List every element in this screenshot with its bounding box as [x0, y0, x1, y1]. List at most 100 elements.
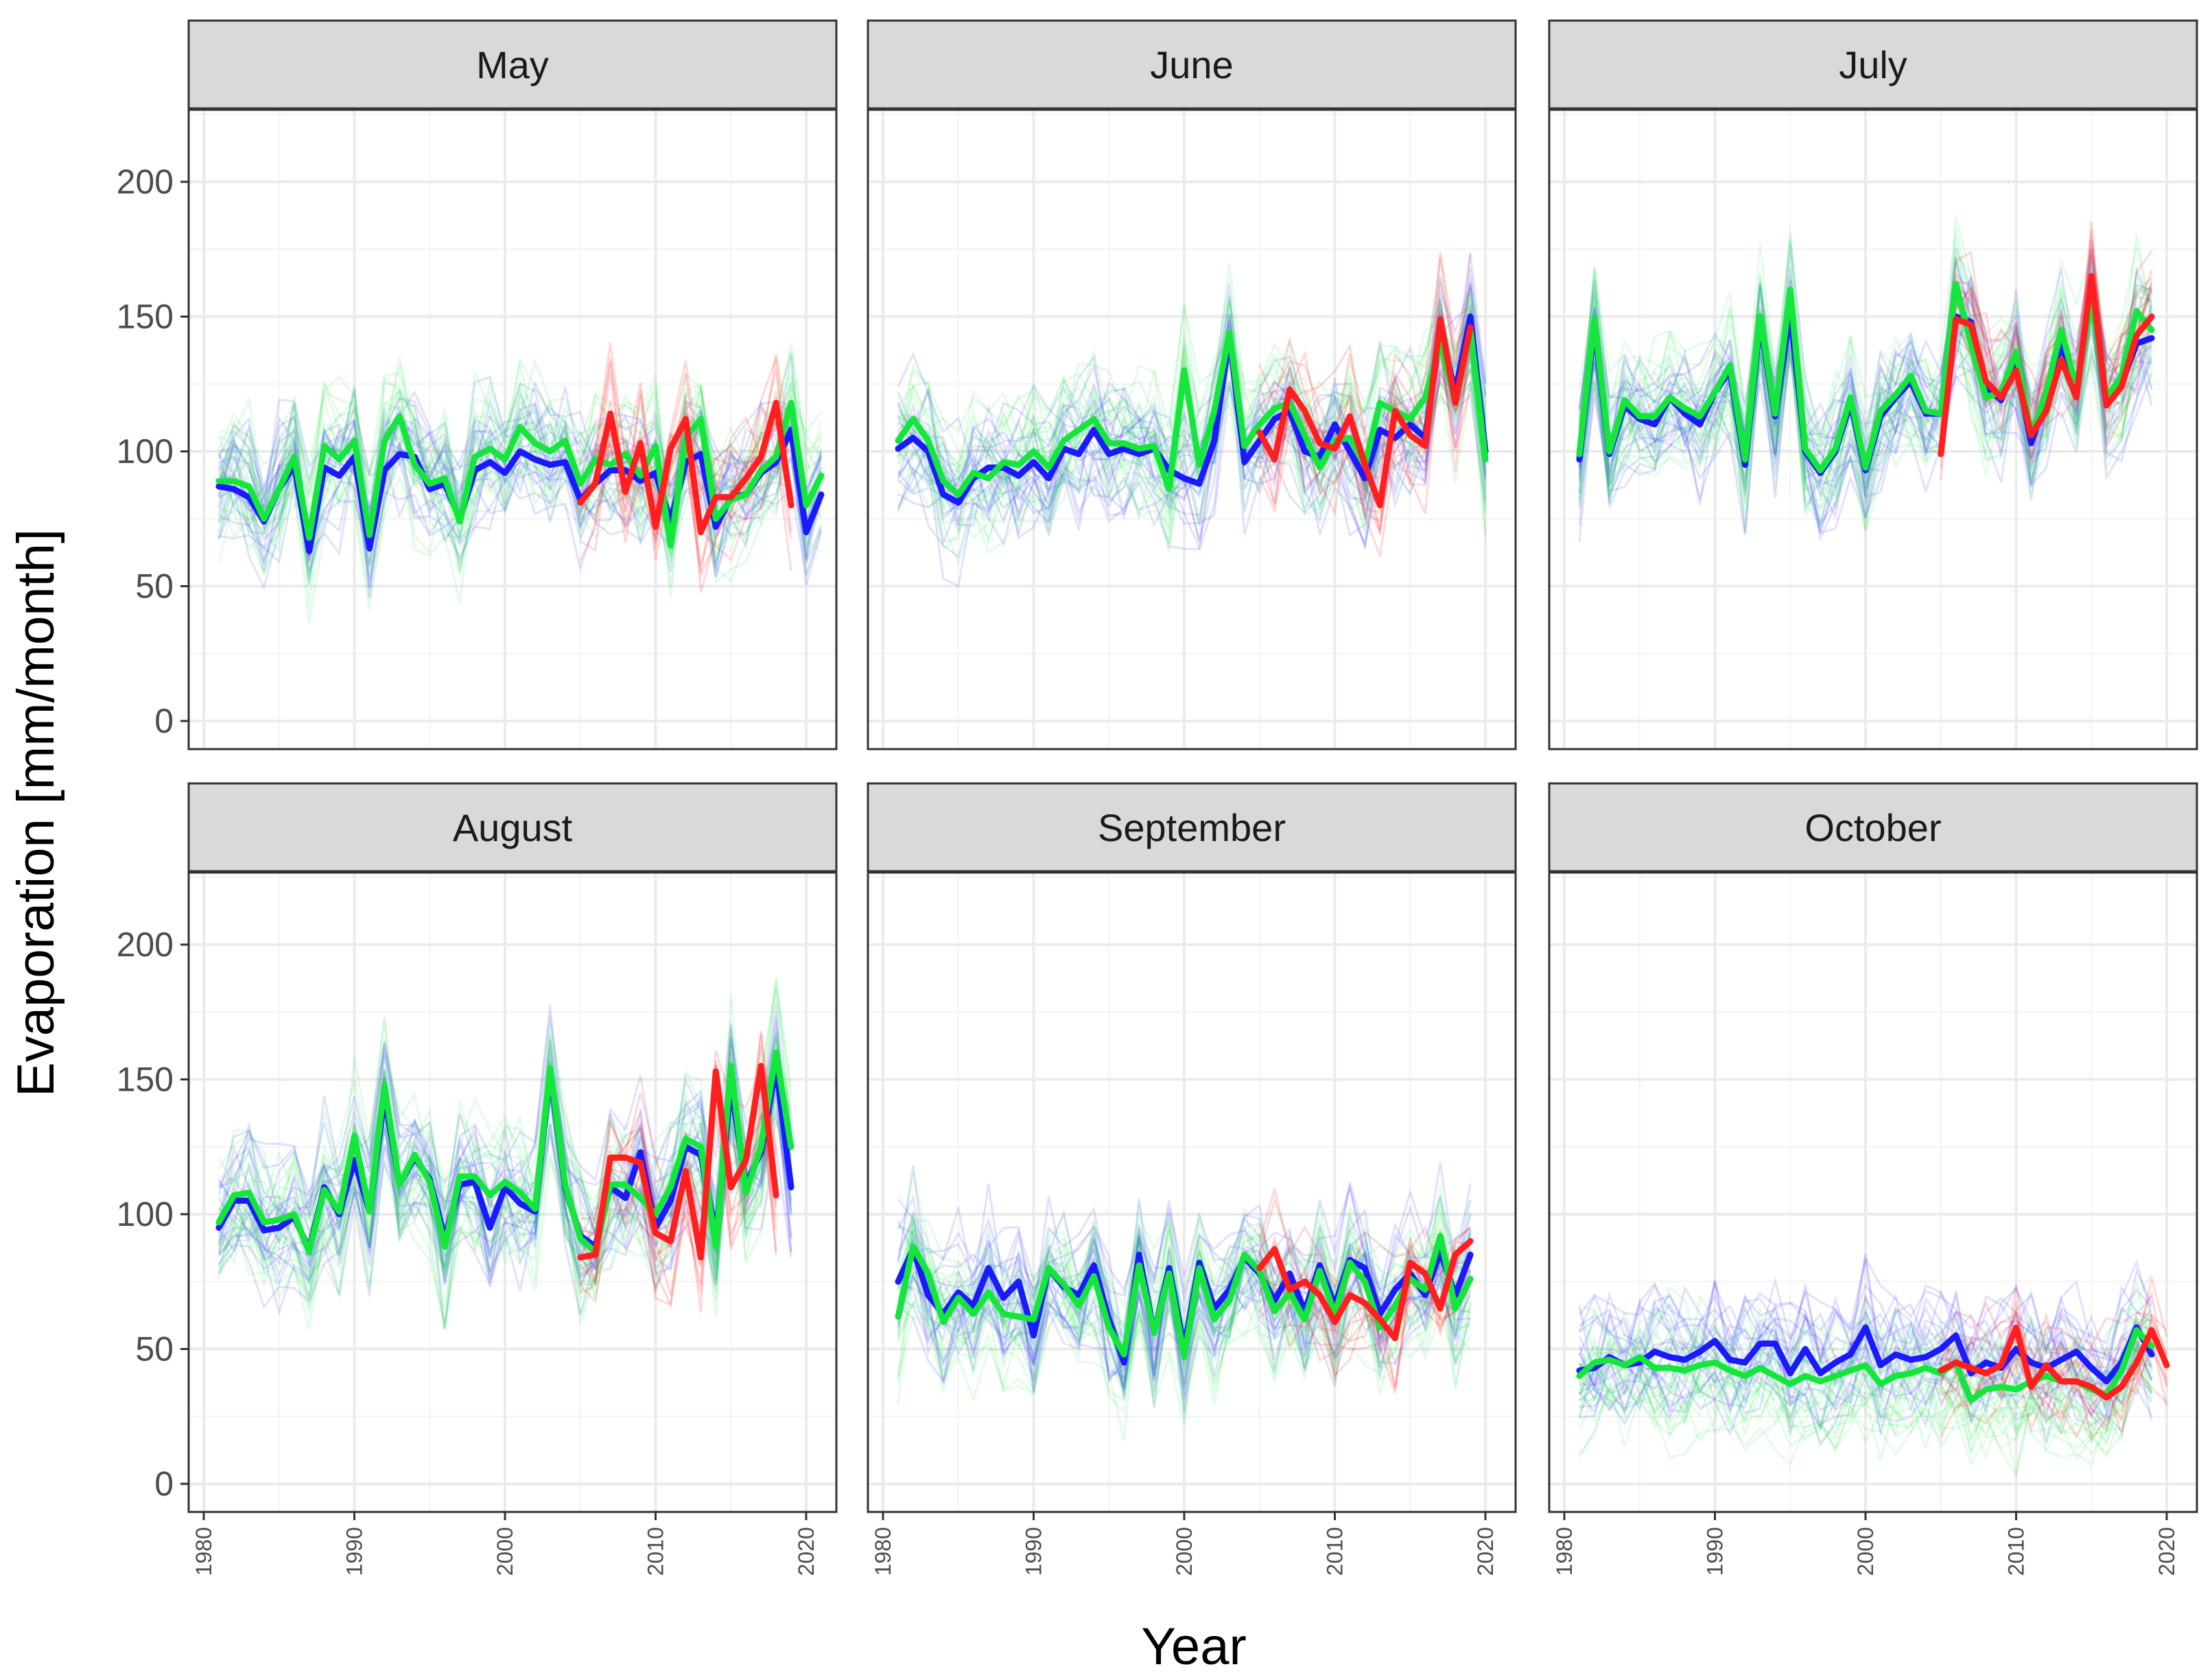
- ensemble-member-line: [897, 302, 1487, 472]
- facet-panel-september: September 1980 1990 2000 2010 2020: [867, 782, 1517, 1576]
- x-tick-label: 2020: [2154, 1527, 2179, 1576]
- panel-border: [1548, 871, 2198, 1513]
- ensemble-member-line: [897, 304, 1487, 485]
- ensemble-member-line: [897, 1249, 1472, 1420]
- ensemble-member-line: [1578, 243, 2152, 458]
- ensemble-member-line: [897, 305, 1487, 480]
- ensemble-member-line: [217, 1084, 792, 1288]
- ensemble-member-line: [1578, 284, 2153, 497]
- ensemble-member-line: [1258, 252, 1472, 493]
- ensemble-member-line: [897, 1224, 1471, 1377]
- ensemble-member-line: [1940, 237, 2153, 458]
- facet-title: August: [453, 806, 573, 849]
- facet-panel-july: July: [1548, 19, 2198, 750]
- ensemble-member-line: [1578, 1294, 2152, 1392]
- ensemble-member-line: [217, 1063, 792, 1301]
- facet-title: September: [1098, 806, 1286, 849]
- ensemble-member-line: [217, 1058, 792, 1283]
- ensemble-member-line: [1578, 216, 2153, 443]
- series-lines: [215, 1049, 795, 1261]
- gridlines: [1549, 873, 2197, 1512]
- ensemble-member-line: [1940, 1340, 2168, 1430]
- y-tick-label: 50: [135, 567, 174, 606]
- series-line-red: [1256, 316, 1474, 509]
- ensemble-member-line: [1940, 1347, 2168, 1442]
- series-line-red: [577, 1063, 779, 1261]
- y-tick-label: 50: [135, 1330, 174, 1369]
- ensemble-member-line: [1578, 1360, 2153, 1475]
- ensemble-member-line: [217, 1074, 792, 1310]
- ensemble-member-line: [1578, 1345, 2152, 1458]
- ensemble-member-line: [1578, 1332, 2153, 1445]
- ensemble-member-line: [217, 977, 792, 1225]
- panel-border: [867, 108, 1517, 750]
- ensemble-member-line: [1940, 230, 2153, 439]
- facet-title: July: [1839, 43, 1907, 86]
- ensemble-member-line: [218, 356, 823, 504]
- facet-panel-october: October 1980 1990 2000 2010 2020: [1548, 782, 2198, 1576]
- gridlines: [189, 110, 836, 749]
- ensemble-member-line: [1578, 1315, 2153, 1430]
- ensemble-member-line: [1578, 1301, 2152, 1389]
- ensemble-member-line: [217, 979, 792, 1240]
- ensemble-member-line: [1940, 281, 2153, 445]
- ensemble-member-line: [1258, 1222, 1472, 1342]
- ensemble-member-line: [1578, 1292, 2152, 1384]
- ensemble-member-line: [897, 1181, 1472, 1353]
- x-tick-label: 1990: [1703, 1527, 1728, 1576]
- ensemble-member-line: [1940, 270, 2152, 430]
- ensemble-member-line: [897, 358, 1487, 552]
- ensemble-member-line: [897, 298, 1487, 511]
- ensemble-member-line: [1578, 1342, 2153, 1467]
- ensemble-member-line: [1940, 240, 2153, 447]
- ensemble-member-line: [1578, 233, 2153, 473]
- ensemble-member-line: [1579, 1253, 2153, 1377]
- facet-strip: [187, 19, 838, 110]
- ensemble-member-line: [1578, 314, 2153, 536]
- ensemble-member-line: [1578, 1268, 2153, 1375]
- x-axis-title: Year: [1141, 1618, 1247, 1676]
- ensemble-member-line: [217, 416, 823, 586]
- ensemble-member-line: [897, 253, 1487, 501]
- series-line-green: [215, 1049, 795, 1255]
- ensemble-member-line: [218, 403, 823, 606]
- facet-panel-may: May 0 50 100 150 200: [117, 19, 838, 750]
- facet-title: October: [1804, 806, 1941, 849]
- ensemble-member-line: [1578, 1347, 2152, 1445]
- ensemble-member-line: [897, 286, 1487, 517]
- series-lines: [1576, 1324, 2170, 1404]
- ensemble-member-line: [217, 441, 823, 586]
- ensemble-member-line: [1578, 1342, 2153, 1436]
- ensemble-member-line: [579, 1078, 777, 1310]
- facet-title: May: [476, 43, 549, 86]
- y-tick-label: 200: [117, 925, 174, 964]
- series-line-red: [1256, 1238, 1474, 1342]
- ensemble-member-line: [1940, 1345, 2168, 1439]
- ensemble-member-line: [897, 283, 1487, 442]
- ensemble-member-line: [217, 1086, 792, 1329]
- gridlines: [189, 873, 836, 1512]
- panels-layer: May 0 50 100 150 200 June July August 0 50 100 150 20…: [117, 19, 2198, 1576]
- ensemble-member-line: [1258, 1240, 1472, 1360]
- ensemble-member-line: [217, 1098, 792, 1330]
- panel-border: [867, 871, 1517, 1513]
- ensemble-member-line: [217, 1050, 792, 1283]
- ensemble-member-line: [897, 380, 1487, 555]
- panel-border: [1548, 108, 2198, 750]
- facet-strip: [867, 782, 1517, 873]
- ensemble-member-line: [1578, 1337, 2153, 1455]
- ensemble-lines: [1578, 1253, 2168, 1478]
- plot-background: [868, 873, 1516, 1512]
- ensemble-member-line: [897, 298, 1487, 496]
- panel-border: [187, 871, 838, 1513]
- series-line-green: [1576, 281, 2155, 473]
- ensemble-member-line: [217, 1067, 792, 1286]
- series-lines: [895, 1232, 1474, 1366]
- series-line-red: [577, 399, 795, 536]
- x-tick-label: 1980: [1552, 1527, 1577, 1576]
- ensemble-member-line: [897, 1272, 1472, 1425]
- facet-strip: [187, 782, 838, 873]
- series-lines: [1576, 273, 2155, 476]
- ensemble-member-line: [217, 1043, 792, 1266]
- ensemble-member-line: [1578, 311, 2153, 517]
